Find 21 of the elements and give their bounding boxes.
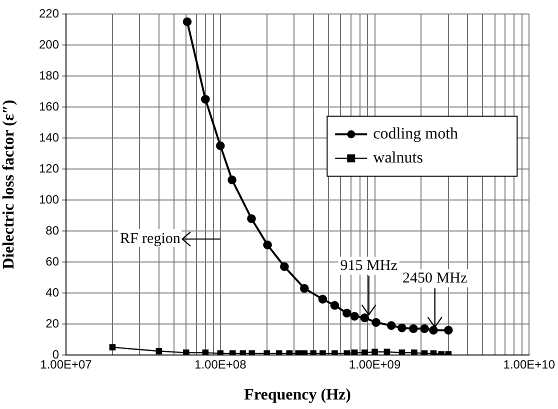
x-tick-label: 1.00E+10: [503, 358, 556, 372]
annotation: 2450 MHz: [402, 270, 468, 287]
y-tick-label: 40: [46, 285, 60, 300]
annotation: 915 MHz: [340, 258, 398, 274]
y-axis-title: Dielectric loss factor (ε″): [0, 100, 18, 270]
y-tick-label: 120: [38, 161, 60, 176]
y-tick-label: 20: [46, 316, 60, 330]
y-tick-label: 140: [38, 130, 60, 144]
annotation: RF region: [120, 230, 181, 247]
y-tick-label: 80: [46, 223, 60, 238]
x-tick-label: 1.00E+08: [194, 358, 247, 372]
y-tick-label: 200: [38, 37, 60, 52]
legend-label: walnuts: [373, 150, 423, 167]
y-tick-label: 220: [38, 6, 60, 20]
legend-label: codling moth: [373, 126, 458, 143]
y-tick-label: 60: [46, 254, 60, 268]
x-axis-title: Frequency (Hz): [244, 386, 351, 404]
y-tick-label: 160: [38, 99, 60, 114]
y-tick-label: 100: [38, 192, 60, 206]
y-tick-label: 180: [38, 68, 60, 82]
x-tick-label: 1.00E+09: [348, 358, 401, 372]
